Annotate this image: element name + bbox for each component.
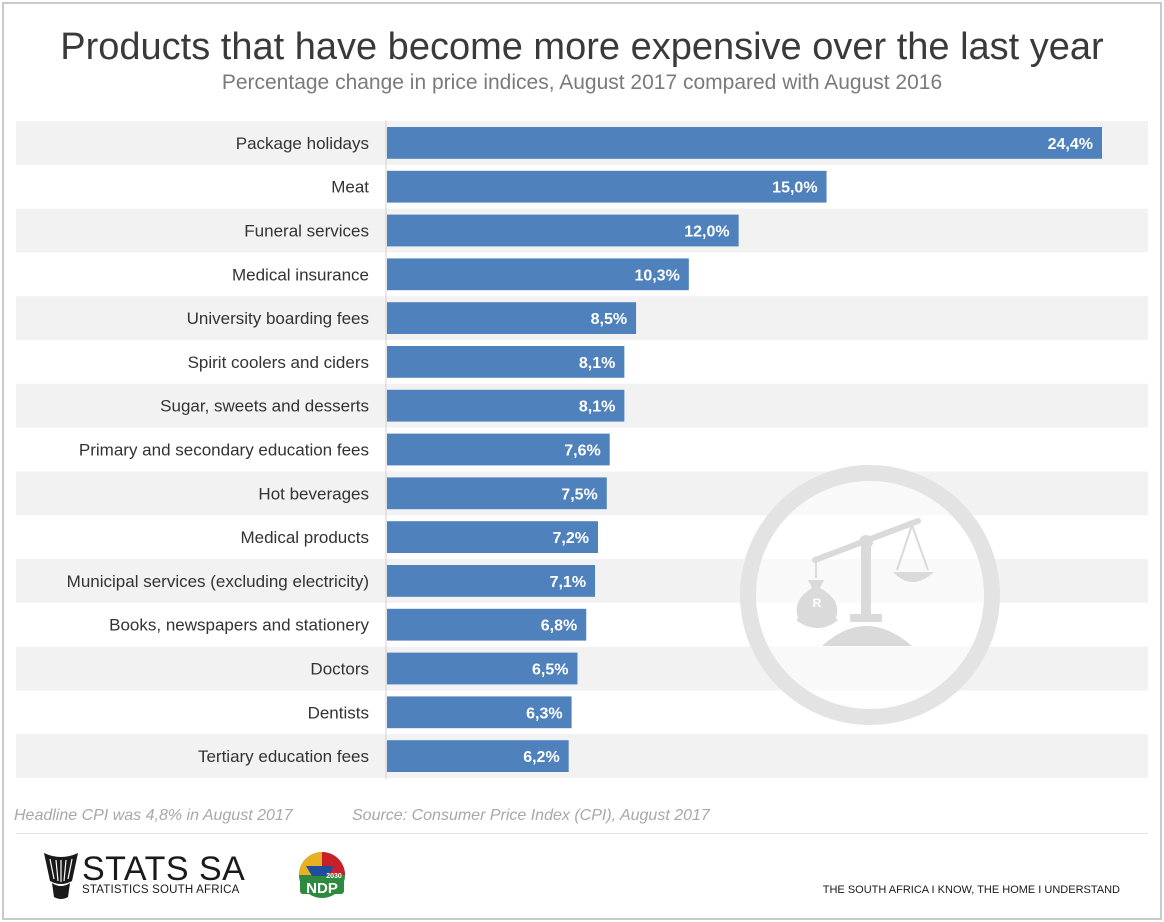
value-label: 6,5%	[532, 662, 568, 679]
bar	[387, 696, 572, 729]
chart-subtitle: Percentage change in price indices, Augu…	[221, 71, 943, 94]
bar	[387, 565, 596, 597]
basket-logo-icon	[44, 853, 78, 899]
value-labels: 24,4% 15,0% 12,0% 10,3% 8,5% 8,1% 8,1% 7,6% 7,5%…	[523, 136, 1093, 766]
bar-series	[387, 127, 1102, 772]
category-label: Hot beverages	[258, 484, 369, 503]
tagline: THE SOUTH AFRICA I KNOW, THE HOME I UNDE…	[822, 884, 1120, 896]
chart-title: Products that have become more expensive…	[60, 26, 1104, 68]
value-label: 6,8%	[541, 618, 577, 635]
value-label: 10,3%	[634, 267, 679, 284]
bar	[387, 652, 578, 685]
category-label: Municipal services (excluding electricit…	[67, 572, 369, 591]
category-label: Meat	[331, 178, 369, 197]
ndp-label: NDP	[306, 880, 338, 897]
category-label: Medical products	[240, 528, 369, 547]
category-label: Primary and secondary education fees	[79, 441, 369, 460]
category-label: Sugar, sweets and desserts	[160, 397, 369, 416]
value-label: 8,1%	[579, 355, 615, 372]
bar	[387, 302, 637, 334]
ndp-year: 2030	[326, 873, 342, 880]
value-label: 7,6%	[564, 443, 600, 460]
category-label: Medical insurance	[232, 265, 369, 284]
bar	[387, 170, 827, 203]
category-label: University boarding fees	[187, 309, 369, 328]
value-label: 6,2%	[523, 749, 559, 766]
category-label: Doctors	[310, 660, 369, 679]
source-note: Source: Consumer Price Index (CPI), Augu…	[352, 807, 710, 824]
bar	[387, 389, 625, 422]
ndp-logo-icon: NDP 2030	[299, 852, 345, 898]
bar	[387, 740, 569, 772]
value-label: 7,2%	[553, 530, 589, 547]
value-label: 6,3%	[526, 705, 562, 722]
bar-chart: R Package holidays Meat Funeral services Me…	[16, 121, 1148, 779]
bar	[387, 214, 739, 247]
value-label: 7,5%	[561, 486, 597, 503]
value-label: 7,1%	[550, 574, 586, 591]
headline-cpi-note: Headline CPI was 4,8% in August 2017	[14, 807, 293, 824]
value-label: 8,1%	[579, 399, 615, 416]
bar	[387, 258, 689, 291]
bar	[387, 477, 607, 510]
value-label: 8,5%	[591, 311, 627, 328]
bar	[387, 127, 1102, 159]
category-label: Tertiary education fees	[198, 747, 369, 766]
stats-sa-logo-subtext: STATISTICS SOUTH AFRICA	[82, 884, 240, 896]
stats-sa-logo-text: STATS SA	[82, 850, 246, 888]
bar	[387, 521, 598, 553]
bar	[387, 346, 625, 378]
category-label: Books, newspapers and stationery	[109, 616, 369, 635]
category-labels: Package holidays Meat Funeral services Medi…	[67, 134, 370, 766]
value-label: 24,4%	[1048, 136, 1093, 153]
category-label: Spirit coolers and ciders	[188, 353, 369, 372]
category-label: Funeral services	[244, 222, 369, 241]
bar	[387, 433, 610, 466]
row-band	[16, 734, 1148, 778]
value-label: 15,0%	[772, 180, 817, 197]
footer-divider	[16, 833, 1148, 834]
svg-text:R: R	[813, 596, 822, 610]
category-label: Dentists	[308, 703, 369, 722]
balance-scale-icon: R	[740, 465, 1000, 725]
bar	[387, 608, 587, 641]
category-label: Package holidays	[236, 134, 369, 153]
value-label: 12,0%	[684, 224, 729, 241]
